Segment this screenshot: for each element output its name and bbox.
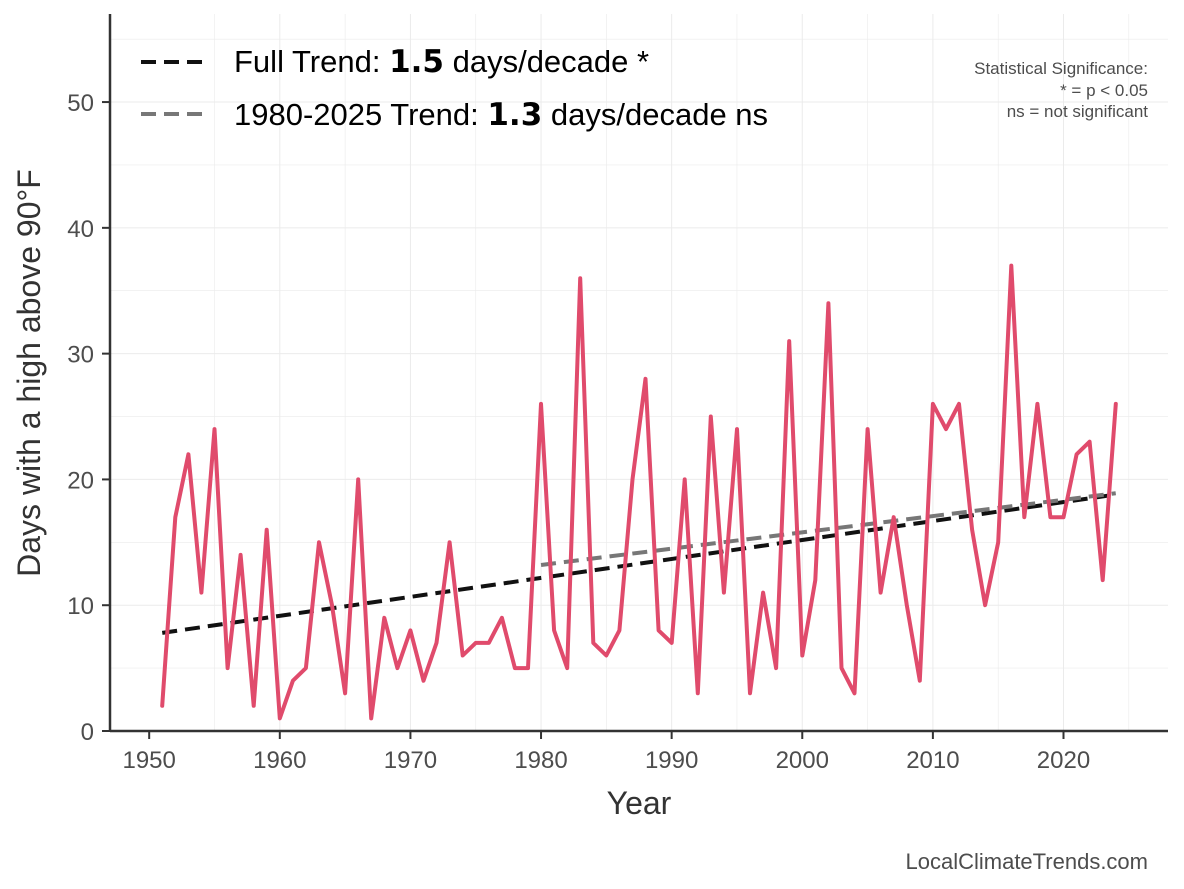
significance-note: Statistical Significance: * = p < 0.05 n… [974,59,1148,121]
credit-text: LocalClimateTrends.com [906,849,1149,874]
y-ticks: 0 10 20 30 40 50 [67,90,110,746]
series-lines [160,263,1118,721]
y-tick-label: 40 [67,216,94,243]
x-tick-label: 2020 [1037,747,1090,774]
legend-prefix-recent-trend: 1980-2025 Trend: [234,97,487,132]
x-tick-label: 2010 [906,747,959,774]
x-tick-label: 1950 [122,747,175,774]
legend-suffix-full-trend: days/decade * [444,44,649,79]
x-tick-label: 1960 [253,747,306,774]
legend-entry-full-trend: Full Trend: 1.5 days/decade * [234,44,649,80]
legend-suffix-recent-trend: days/decade ns [542,97,768,132]
x-tick-label: 1990 [645,747,698,774]
y-tick-label: 30 [67,342,94,369]
y-tick-label: 10 [67,593,94,620]
x-tick-label: 1970 [384,747,437,774]
significance-line-3: ns = not significant [1007,102,1149,121]
x-ticks: 1950 1960 1970 1980 1990 2000 2010 2020 [122,731,1090,774]
significance-line-2: * = p < 0.05 [1060,81,1148,100]
x-axis-title: Year [607,785,672,821]
trend-lines [161,491,1117,635]
recent-trend-line [540,491,1117,567]
y-axis-title: Days with a high above 90°F [11,169,47,577]
grid [110,14,1168,731]
legend-value-full-trend: 1.5 [389,44,444,80]
legend-prefix-full-trend: Full Trend: [234,44,389,79]
legend-value-recent-trend: 1.3 [487,97,542,133]
significance-line-1: Statistical Significance: [974,59,1148,78]
series-line-days-above-90 [160,263,1118,721]
legend-entry-recent-trend: 1980-2025 Trend: 1.3 days/decade ns [234,97,768,133]
legend: Full Trend: 1.5 days/decade * 1980-2025 … [141,44,768,133]
y-tick-label: 50 [67,90,94,117]
y-tick-label: 20 [67,467,94,494]
x-tick-label: 1980 [514,747,567,774]
y-tick-label: 0 [81,719,94,746]
x-tick-label: 2000 [776,747,829,774]
